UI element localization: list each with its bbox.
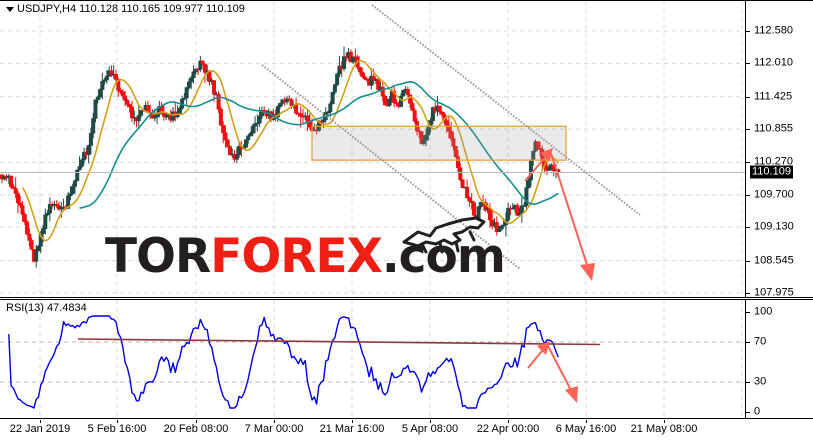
price-axis: 112.580 112.010 111.425 110.855 110.270 109.7… xyxy=(745,1,813,299)
date-axis: 22 Jan 2019 5 Feb 16:00 20 Feb 08:00 7 Mar … xyxy=(0,420,813,440)
date-axis-tick xyxy=(40,420,41,423)
date-axis-tick xyxy=(196,420,197,423)
current-price-line xyxy=(0,171,745,173)
date-axis-label: 6 May 16:00 xyxy=(555,423,617,435)
price-axis-label: 112.580 xyxy=(754,24,793,37)
rsi-svg xyxy=(0,300,745,418)
date-axis-tick xyxy=(117,420,118,423)
date-axis-tick xyxy=(586,420,587,423)
date-axis-label: 5 Feb 16:00 xyxy=(87,423,147,435)
rsi-axis-label: 70 xyxy=(754,335,767,348)
price-axis-tick xyxy=(746,194,750,196)
date-axis-tick xyxy=(274,420,275,423)
rsi-line xyxy=(8,315,559,409)
price-axis-label: 110.270 xyxy=(754,155,793,168)
date-axis-tick xyxy=(508,420,509,423)
rsi-plot-area[interactable] xyxy=(0,300,745,418)
current-price-label: 110.109 xyxy=(750,165,793,179)
chart-header-label: USDJPY,H4 110.128 110.165 109.977 110.10… xyxy=(17,3,245,15)
rsi-axis-tick xyxy=(746,312,750,313)
price-gridlines xyxy=(0,1,745,297)
upper-trendline xyxy=(371,4,641,216)
price-axis-label: 109.700 xyxy=(754,188,794,201)
price-forecast-arrow xyxy=(524,148,595,281)
price-axis-label: 107.975 xyxy=(754,286,794,299)
price-axis-label: 111.425 xyxy=(754,90,793,103)
date-axis-label: 7 Mar 00:00 xyxy=(244,423,304,435)
lower-trendline xyxy=(261,64,521,270)
rsi-header-label: RSI(13) 47.4834 xyxy=(6,302,87,314)
date-axis-label: 5 Apr 08:00 xyxy=(401,423,459,435)
price-axis-tick xyxy=(746,260,750,262)
price-axis-tick xyxy=(746,129,750,131)
price-svg xyxy=(0,1,745,297)
candlestick-series xyxy=(0,46,561,268)
price-axis-tick xyxy=(746,293,750,294)
rsi-axis-tick xyxy=(746,412,750,413)
price-axis-label: 110.855 xyxy=(754,122,793,135)
rsi-indicator-panel[interactable]: RSI(13) 47.4834 100 70 30 0 xyxy=(0,299,813,419)
rsi-axis-label: 30 xyxy=(754,375,767,388)
price-axis-label: 108.545 xyxy=(754,254,794,267)
price-chart-panel[interactable]: USDJPY,H4 110.128 110.165 109.977 110.10… xyxy=(0,0,813,298)
rsi-axis-label: 0 xyxy=(754,405,761,418)
date-axis-label: 21 May 08:00 xyxy=(630,423,698,435)
rsi-forecast-arrow xyxy=(527,341,578,403)
date-axis-tick xyxy=(664,420,665,423)
rsi-axis-tick xyxy=(746,342,750,343)
chevron-down-icon[interactable] xyxy=(6,6,14,12)
date-axis-tick xyxy=(430,420,431,423)
price-axis-tick xyxy=(746,96,750,98)
rsi-trendline xyxy=(77,338,601,346)
price-plot-area[interactable] xyxy=(0,1,745,297)
rsi-axis: 100 70 30 0 xyxy=(745,300,813,418)
ma-slow-line xyxy=(79,81,559,209)
price-axis-label: 112.010 xyxy=(754,56,793,69)
price-axis-label: 109.130 xyxy=(754,220,794,233)
date-axis-label: 20 Feb 08:00 xyxy=(163,423,229,435)
rsi-axis-tick xyxy=(746,382,750,383)
price-axis-tick xyxy=(746,162,750,164)
date-axis-label: 22 Jan 2019 xyxy=(9,423,71,435)
date-axis-tick xyxy=(352,420,353,423)
date-axis-label: 22 Apr 00:00 xyxy=(476,423,540,435)
ma-fast-line xyxy=(21,59,559,242)
consolidation-zone xyxy=(311,125,567,161)
price-axis-tick xyxy=(746,63,750,65)
rsi-axis-label: 100 xyxy=(754,305,773,318)
date-axis-label: 21 Mar 16:00 xyxy=(319,423,385,435)
chart-header[interactable]: USDJPY,H4 110.128 110.165 109.977 110.10… xyxy=(6,3,245,15)
price-axis-tick xyxy=(746,31,750,32)
price-axis-tick xyxy=(746,227,750,229)
rsi-gridlines xyxy=(0,300,745,418)
